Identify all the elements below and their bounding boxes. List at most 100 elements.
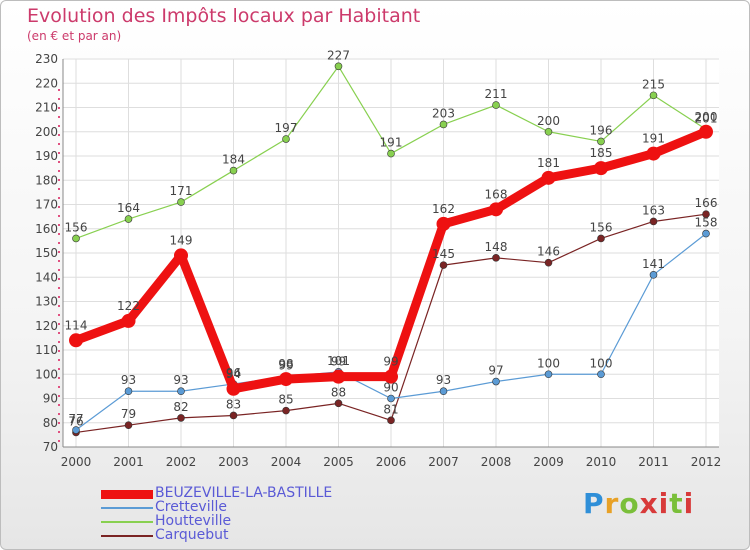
data-label-carquebut-2012: 166 — [695, 196, 718, 210]
data-label-beuzeville-2006: 99 — [383, 355, 398, 369]
point-carquebut-2011 — [649, 217, 658, 226]
data-label-beuzeville-2010: 185 — [590, 146, 613, 160]
legend-item-carquebut: Carquebut — [101, 527, 361, 543]
point-cretteville-2011 — [649, 271, 658, 279]
x-tick-label-2009: 2009 — [533, 455, 564, 469]
data-label-carquebut-2010: 156 — [590, 220, 613, 234]
data-label-carquebut-2005: 88 — [331, 385, 346, 399]
chart-subtitle: (en € et par an) — [27, 29, 122, 43]
logo-letter: r — [604, 487, 620, 520]
point-cretteville-2001 — [124, 387, 133, 396]
logo-letter: o — [619, 487, 640, 520]
data-label-carquebut-2008: 148 — [485, 240, 508, 254]
data-label-beuzeville-2001: 122 — [117, 299, 140, 313]
point-carquebut-2007 — [439, 261, 448, 269]
point-houtteville-2011 — [649, 91, 658, 100]
data-label-beuzeville-2007: 162 — [432, 202, 455, 216]
point-houtteville-2006 — [387, 149, 395, 158]
point-houtteville-2009 — [544, 127, 553, 136]
point-carquebut-2001 — [124, 421, 133, 429]
legend-item-beuzeville: BEUZEVILLE-LA-BASTILLE — [101, 485, 361, 501]
data-label-houtteville-2002: 171 — [170, 184, 193, 198]
x-tick-label-2007: 2007 — [428, 455, 459, 469]
data-label-cretteville-2012: 158 — [695, 216, 718, 230]
x-tick-label-2008: 2008 — [481, 455, 512, 469]
data-label-houtteville-2009: 200 — [537, 114, 560, 128]
data-label-cretteville-2010: 100 — [590, 356, 613, 370]
data-label-houtteville-2004: 197 — [275, 121, 298, 135]
x-tick-label-2001: 2001 — [113, 455, 144, 469]
point-beuzeville-2012 — [699, 124, 713, 139]
logo-letter: i — [658, 487, 670, 520]
y-tick-label-200: 200 — [35, 125, 58, 139]
data-label-beuzeville-2000: 114 — [65, 318, 88, 332]
point-carquebut-2009 — [544, 258, 553, 267]
point-houtteville-2004 — [282, 135, 290, 143]
data-label-carquebut-2011: 163 — [642, 203, 665, 217]
legend-swatch-houtteville — [101, 521, 153, 523]
data-label-carquebut-2004: 85 — [278, 393, 293, 407]
point-beuzeville-2005 — [331, 369, 346, 384]
data-label-cretteville-2011: 141 — [642, 257, 665, 271]
data-label-carquebut-2009: 146 — [537, 245, 560, 259]
data-label-houtteville-2010: 196 — [590, 123, 613, 137]
point-cretteville-2000 — [72, 426, 80, 434]
point-houtteville-2005 — [334, 62, 343, 71]
y-tick-label-210: 210 — [35, 101, 58, 115]
logo-letter: x — [639, 487, 659, 520]
logo-letter: P — [583, 487, 605, 520]
x-tick-label-2006: 2006 — [376, 455, 407, 469]
data-label-cretteville-2002: 93 — [173, 373, 188, 387]
data-label-carquebut-2003: 83 — [226, 397, 241, 411]
point-carquebut-2006 — [387, 416, 395, 425]
data-label-cretteville-2004: 99 — [278, 359, 293, 373]
point-houtteville-2003 — [229, 166, 238, 175]
point-beuzeville-2004 — [279, 372, 293, 387]
y-tick-label-190: 190 — [35, 149, 58, 163]
point-houtteville-2000 — [72, 234, 80, 243]
y-tick-label-120: 120 — [35, 319, 58, 333]
data-label-houtteville-2008: 211 — [485, 87, 508, 101]
y-tick-label-70: 70 — [43, 440, 58, 454]
x-tick-label-2010: 2010 — [586, 455, 617, 469]
x-tick-label-2012: 2012 — [691, 455, 722, 469]
data-label-houtteville-2012: 201 — [695, 111, 718, 125]
data-label-cretteville-2001: 93 — [121, 373, 136, 387]
data-label-houtteville-2003: 184 — [222, 153, 245, 167]
point-houtteville-2001 — [124, 215, 133, 223]
y-tick-label-110: 110 — [35, 343, 58, 357]
y-tick-label-230: 230 — [35, 52, 58, 66]
point-carquebut-2010 — [597, 234, 605, 243]
y-tick-label-100: 100 — [35, 367, 58, 381]
y-tick-label-90: 90 — [43, 392, 58, 406]
data-label-beuzeville-2009: 181 — [537, 156, 560, 170]
point-beuzeville-2002 — [174, 248, 188, 263]
data-label-carquebut-2006: 81 — [383, 402, 398, 416]
point-carquebut-2005 — [334, 399, 343, 408]
point-cretteville-2008 — [492, 377, 500, 386]
point-cretteville-2006 — [387, 394, 395, 403]
y-tick-label-150: 150 — [35, 246, 58, 260]
y-tick-label-220: 220 — [35, 76, 58, 90]
legend-swatch-beuzeville — [101, 490, 153, 499]
logo-letter: t — [669, 487, 684, 520]
point-beuzeville-2003 — [226, 381, 241, 396]
data-label-beuzeville-2005: 99 — [331, 355, 346, 369]
legend-swatch-cretteville — [101, 507, 153, 509]
data-label-cretteville-2005: 101 — [327, 354, 350, 368]
data-label-cretteville-2003: 96 — [226, 366, 241, 380]
point-cretteville-2002 — [177, 387, 185, 396]
x-tick-label-2003: 2003 — [218, 455, 249, 469]
data-label-houtteville-2011: 215 — [642, 77, 665, 91]
point-cretteville-2012 — [702, 229, 710, 238]
logo-letter: i — [683, 487, 695, 520]
point-beuzeville-2008 — [489, 202, 503, 217]
x-tick-label-2005: 2005 — [323, 455, 354, 469]
data-label-carquebut-2001: 79 — [121, 407, 136, 421]
legend: BEUZEVILLE-LA-BASTILLE Cretteville Houtt… — [101, 485, 361, 543]
point-beuzeville-2006 — [384, 369, 398, 384]
point-beuzeville-2007 — [436, 216, 451, 231]
data-label-houtteville-2001: 164 — [117, 201, 140, 215]
data-label-houtteville-2000: 156 — [65, 220, 88, 234]
